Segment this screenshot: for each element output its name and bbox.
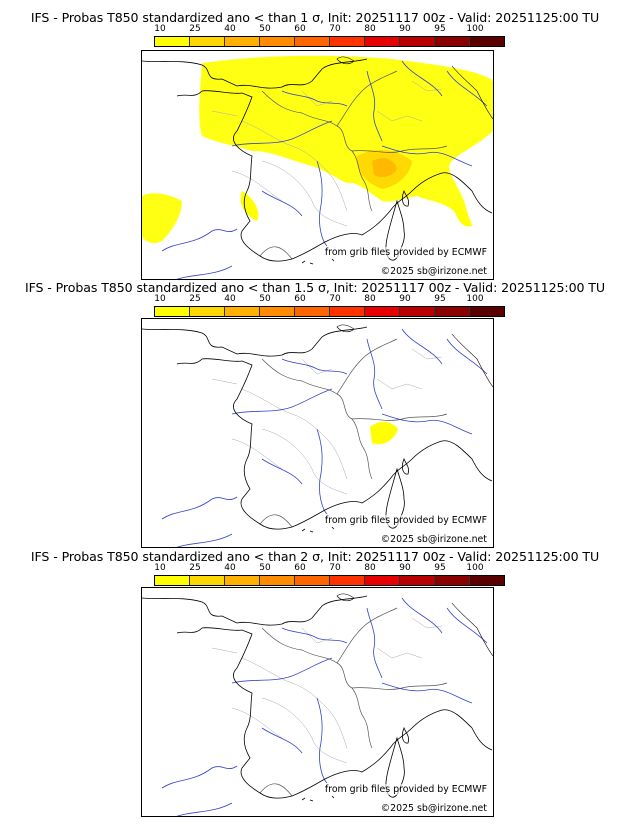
- panel-title: IFS - Probas T850 standardized ano < tha…: [24, 280, 606, 295]
- map-svg: [142, 324, 493, 547]
- source-note: from grib files provided by ECMWF: [324, 515, 487, 526]
- colorbar-ticks: 10 25 40 50 60 70 80 90 95 100: [150, 563, 490, 575]
- colorbar-swatch: [295, 576, 330, 585]
- prob-area-italy: [452, 201, 472, 227]
- prob-area-10-25: [370, 421, 398, 445]
- colorbar-tick-label: 80: [364, 24, 376, 34]
- colorbar: [154, 575, 505, 586]
- prob-area-west: [142, 193, 182, 244]
- colorbar-swatch: [400, 576, 435, 585]
- colorbar-swatch: [400, 307, 435, 316]
- colorbar-swatch: [155, 576, 190, 585]
- colorbar-swatch: [190, 37, 225, 46]
- colorbar-ticks: 10 25 40 50 60 70 80 90 95 100: [150, 294, 490, 306]
- colorbar-tick-label: 10: [154, 24, 166, 34]
- colorbar-tick-label: 10: [154, 294, 166, 304]
- colorbar-swatch: [330, 37, 365, 46]
- colorbar-tick-label: 40: [224, 294, 236, 304]
- colorbar-swatch: [225, 576, 260, 585]
- map-area: from grib files provided by ECMWF ©2025 …: [141, 318, 494, 548]
- prob-area-40-60: [372, 158, 397, 177]
- colorbar-swatch: [155, 37, 190, 46]
- panel-title: IFS - Probas T850 standardized ano < tha…: [30, 10, 600, 25]
- colorbar-swatch: [225, 37, 260, 46]
- colorbar-swatch: [470, 37, 504, 46]
- colorbar: [154, 306, 505, 317]
- colorbar-tick-label: 90: [399, 294, 411, 304]
- source-note: from grib files provided by ECMWF: [324, 247, 487, 258]
- copyright: ©2025 sb@irizone.net: [380, 266, 487, 277]
- colorbar-tick-label: 25: [189, 294, 201, 304]
- prob-area-10-25: [199, 55, 493, 221]
- source-note: from grib files provided by ECMWF: [324, 784, 487, 795]
- map-panel-2: IFS - Probas T850 standardized ano < tha…: [0, 270, 630, 548]
- colorbar-swatch: [365, 37, 400, 46]
- colorbar-tick-label: 95: [434, 563, 446, 573]
- colorbar-tick-label: 40: [224, 24, 236, 34]
- colorbar-swatch: [295, 37, 330, 46]
- colorbar-tick-label: 100: [466, 24, 484, 34]
- colorbar-swatch: [295, 307, 330, 316]
- map-area: from grib files provided by ECMWF ©2025 …: [141, 50, 494, 280]
- colorbar-swatch: [260, 576, 295, 585]
- colorbar-tick-label: 60: [294, 563, 306, 573]
- colorbar-swatch: [400, 37, 435, 46]
- colorbar-tick-label: 90: [399, 563, 411, 573]
- colorbar-swatch: [365, 576, 400, 585]
- colorbar-swatch: [470, 307, 504, 316]
- colorbar-swatch: [435, 576, 470, 585]
- colorbar-tick-label: 25: [189, 563, 201, 573]
- colorbar-swatch: [155, 307, 190, 316]
- colorbar-swatch: [260, 307, 295, 316]
- colorbar-tick-label: 80: [364, 294, 376, 304]
- copyright: ©2025 sb@irizone.net: [380, 534, 487, 545]
- prob-area-sw: [240, 191, 259, 221]
- colorbar-swatch: [260, 37, 295, 46]
- colorbar-tick-label: 50: [259, 294, 271, 304]
- panel-title: IFS - Probas T850 standardized ano < tha…: [30, 549, 600, 564]
- colorbar-ticks: 10 25 40 50 60 70 80 90 95 100: [150, 24, 490, 36]
- colorbar-swatch: [330, 576, 365, 585]
- map-svg: [142, 55, 493, 279]
- colorbar-tick-label: 90: [399, 24, 411, 34]
- colorbar-tick-label: 80: [364, 563, 376, 573]
- colorbar-tick-label: 40: [224, 563, 236, 573]
- colorbar-tick-label: 100: [466, 563, 484, 573]
- colorbar-swatch: [470, 576, 504, 585]
- colorbar-tick-label: 50: [259, 24, 271, 34]
- map-panel-3: IFS - Probas T850 standardized ano < tha…: [0, 539, 630, 817]
- colorbar-tick-label: 60: [294, 294, 306, 304]
- map-area: from grib files provided by ECMWF ©2025 …: [141, 587, 494, 817]
- colorbar-tick-label: 70: [329, 294, 341, 304]
- colorbar-tick-label: 70: [329, 563, 341, 573]
- map-panel-1: IFS - Probas T850 standardized ano < tha…: [0, 0, 630, 280]
- colorbar-swatch: [190, 307, 225, 316]
- colorbar-tick-label: 70: [329, 24, 341, 34]
- colorbar-tick-label: 10: [154, 563, 166, 573]
- colorbar-tick-label: 60: [294, 24, 306, 34]
- colorbar-tick-label: 100: [466, 294, 484, 304]
- colorbar-tick-label: 95: [434, 24, 446, 34]
- colorbar-tick-label: 25: [189, 24, 201, 34]
- colorbar-swatch: [190, 576, 225, 585]
- colorbar-tick-label: 95: [434, 294, 446, 304]
- colorbar: [154, 36, 505, 47]
- colorbar-tick-label: 50: [259, 563, 271, 573]
- colorbar-swatch: [435, 37, 470, 46]
- colorbar-swatch: [365, 307, 400, 316]
- copyright: ©2025 sb@irizone.net: [380, 803, 487, 814]
- map-svg: [142, 593, 493, 816]
- colorbar-swatch: [435, 307, 470, 316]
- colorbar-swatch: [330, 307, 365, 316]
- colorbar-swatch: [225, 307, 260, 316]
